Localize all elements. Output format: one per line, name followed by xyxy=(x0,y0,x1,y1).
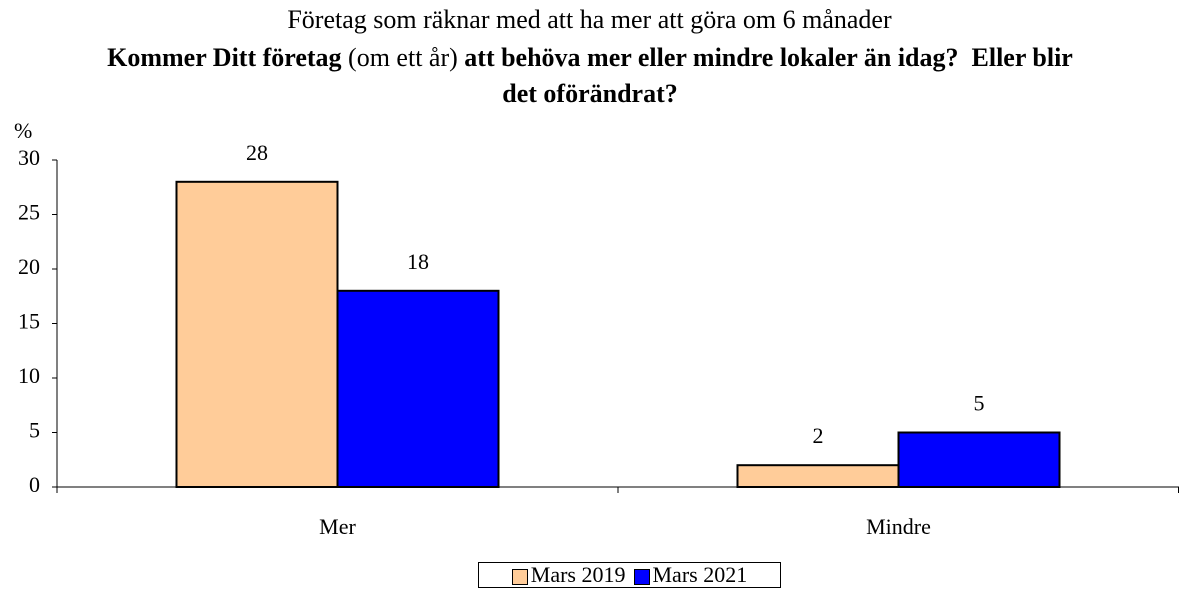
y-tick-label: 5 xyxy=(29,418,40,443)
legend-label: Mars 2021 xyxy=(652,562,748,587)
x-tick-label: Mindre xyxy=(866,514,931,539)
y-tick-label: 10 xyxy=(18,363,40,388)
y-axis-label: % xyxy=(14,118,32,143)
value-label: 2 xyxy=(812,423,823,448)
y-tick-label: 0 xyxy=(29,472,40,497)
subtitle-part: (om ett år) xyxy=(341,43,465,72)
bar xyxy=(175,180,339,489)
bar xyxy=(897,431,1061,488)
legend-swatch xyxy=(633,568,650,585)
bar xyxy=(736,464,900,489)
x-tick-label: Mer xyxy=(319,514,356,539)
chart-title: Företag som räknar med att ha mer att gö… xyxy=(287,5,892,34)
y-tick-label: 25 xyxy=(18,200,40,225)
subtitle-part: Kommer Ditt företag xyxy=(107,43,342,72)
value-label: 5 xyxy=(974,391,985,416)
y-tick-label: 15 xyxy=(18,309,40,334)
y-tick-label: 20 xyxy=(18,254,40,279)
bar xyxy=(336,289,500,488)
legend-item: Mars 2019 xyxy=(511,562,626,588)
legend-item: Mars 2021 xyxy=(633,562,748,588)
chart-subtitle: Kommer Ditt företag (om ett år) att behö… xyxy=(90,40,1090,112)
y-tick-label: 30 xyxy=(18,145,40,170)
value-label: 18 xyxy=(407,249,429,274)
legend-swatch xyxy=(511,568,528,585)
subtitle-part: att behöva mer eller mindre lokaler än i… xyxy=(464,43,1080,108)
value-label: 28 xyxy=(246,140,268,165)
legend: Mars 2019 Mars 2021 xyxy=(478,562,781,588)
legend-label: Mars 2019 xyxy=(530,562,626,587)
